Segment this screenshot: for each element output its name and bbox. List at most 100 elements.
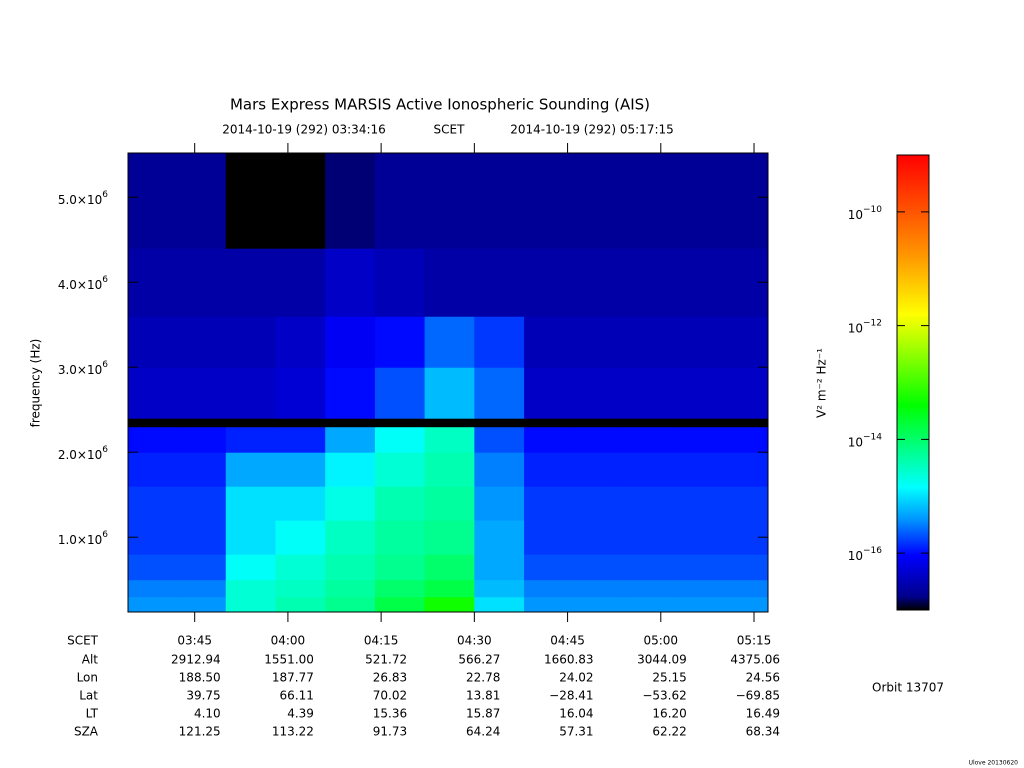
table-cell: 15.36 (373, 707, 407, 721)
heatmap-cell (673, 596, 769, 613)
heatmap-cell (673, 579, 769, 598)
heatmap-cell (424, 248, 475, 317)
y-tick-label: 5.0×106 (58, 190, 108, 207)
subtitle-start: 2014-10-19 (292) 03:34:16 (222, 123, 386, 137)
heatmap-cell (524, 248, 575, 317)
colorbar-tick-label: 10−16 (848, 546, 883, 563)
heatmap-cell (374, 554, 426, 581)
heatmap-cell (275, 579, 326, 598)
table-cell: 57.31 (559, 725, 593, 739)
heatmap-cell (128, 418, 177, 428)
heatmap-cell (424, 486, 475, 521)
heatmap-cell (474, 153, 525, 249)
heatmap-cell (623, 248, 674, 317)
heatmap-cell (623, 426, 674, 453)
table-cell: 39.75 (186, 689, 220, 703)
heatmap-cell (524, 452, 575, 487)
heatmap-cell (225, 418, 276, 428)
heatmap-cell (623, 153, 674, 249)
heatmap-cell (128, 596, 177, 613)
heatmap-cell (623, 452, 674, 487)
heatmap-cell (374, 596, 426, 613)
y-tick-label-base: 4.0×10 (58, 278, 102, 292)
heatmap-cell (225, 426, 276, 453)
heatmap-cell (374, 367, 426, 419)
heatmap-cell (573, 452, 625, 487)
table-row-label: Alt (82, 653, 99, 667)
x-tick-label: 05:15 (737, 634, 772, 648)
heatmap-cell (325, 486, 376, 521)
heatmap-cell (325, 554, 376, 581)
heatmap-cell (176, 316, 227, 368)
table-cell: 121.25 (179, 725, 221, 739)
heatmap-cell (424, 367, 475, 419)
y-tick-label: 4.0×106 (58, 275, 108, 292)
heatmap-cell (275, 452, 326, 487)
y-tick-label-base: 2.0×10 (58, 448, 102, 462)
heatmap-cell (275, 153, 326, 249)
heatmap-cell (623, 596, 674, 613)
y-tick-label-exponent: 6 (102, 190, 108, 200)
x-tick-label: 05:00 (643, 634, 678, 648)
y-tick-label: 1.0×106 (58, 530, 108, 547)
heatmap-cell (573, 316, 625, 368)
table-cell: 16.20 (652, 707, 686, 721)
heatmap-cell (424, 452, 475, 487)
y-tick-label: 2.0×106 (58, 445, 108, 462)
heatmap-cell (374, 153, 426, 249)
x-tick-label: 04:00 (271, 634, 306, 648)
table-cell: 70.02 (373, 689, 407, 703)
colorbar-tick-label: 10−14 (848, 432, 883, 449)
heatmap-cell (474, 248, 525, 317)
heatmap-cell (325, 248, 376, 317)
heatmap-cell (623, 579, 674, 598)
heatmap-cell (623, 316, 674, 368)
heatmap-cell (573, 248, 625, 317)
x-tick-label: 03:45 (177, 634, 212, 648)
heatmap-cell (275, 367, 326, 419)
heatmap-cell (128, 554, 177, 581)
subtitle-end: 2014-10-19 (292) 05:17:15 (510, 123, 674, 137)
heatmap-cell (524, 579, 575, 598)
heatmap-cell (176, 486, 227, 521)
heatmap-cell (623, 418, 674, 428)
table-cell: 66.11 (280, 689, 314, 703)
table-cell: 188.50 (179, 671, 221, 685)
heatmap-cell (524, 486, 575, 521)
table-cell: 25.15 (652, 671, 686, 685)
colorbar-tick-label-exponent: −16 (863, 546, 882, 556)
x-tick-label: 04:45 (550, 634, 585, 648)
heatmap-cell (524, 367, 575, 419)
heatmap-cell (623, 554, 674, 581)
y-tick-label-base: 1.0×10 (58, 533, 102, 547)
y-tick-label-base: 3.0×10 (58, 363, 102, 377)
table-cell: 2912.94 (171, 653, 221, 667)
heatmap-cell (275, 418, 326, 428)
orbit-label: Orbit 13707 (872, 681, 944, 695)
heatmap-cell (524, 418, 575, 428)
table-cell: −53.62 (642, 689, 686, 703)
heatmap-cell (225, 486, 276, 521)
colorbar (896, 154, 930, 611)
heatmap-cell (225, 316, 276, 368)
colorbar-tick-label-base: 10 (848, 549, 863, 563)
heatmap-cell (176, 426, 227, 453)
heatmap-cell (424, 316, 475, 368)
heatmap-cell (474, 579, 525, 598)
heatmap-cell (474, 418, 525, 428)
table-cell: 15.87 (466, 707, 500, 721)
table-cell: 91.73 (373, 725, 407, 739)
heatmap-cell (275, 426, 326, 453)
heatmap-cell (325, 418, 376, 428)
table-cell: 3044.09 (637, 653, 687, 667)
colorbar-tick-label: 10−10 (848, 204, 883, 221)
heatmap-cell (524, 520, 575, 555)
heatmap-cell (474, 452, 525, 487)
colorbar-label: V² m⁻² Hz⁻¹ (815, 348, 829, 418)
heatmap-cell (128, 153, 177, 249)
table-cell: 22.78 (466, 671, 500, 685)
heatmap-cell (573, 418, 625, 428)
heatmap-cell (524, 596, 575, 613)
heatmap-cell (325, 520, 376, 555)
heatmap-cell (374, 520, 426, 555)
